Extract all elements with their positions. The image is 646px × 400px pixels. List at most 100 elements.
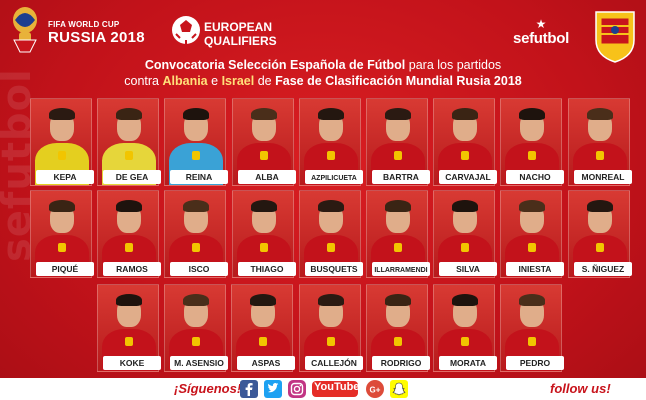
- jersey-crest-icon: [394, 151, 402, 160]
- player-name: NACHO: [519, 172, 551, 182]
- jersey-crest-icon: [327, 151, 335, 160]
- player-hair: [587, 200, 613, 212]
- jersey-crest-icon: [596, 243, 604, 252]
- qualifiers-line1: EUROPEAN: [204, 20, 273, 34]
- youtube-label: YouTube: [314, 381, 360, 393]
- player-hair: [385, 108, 411, 120]
- jersey-crest-icon: [125, 243, 133, 252]
- player-name: S. ÑIGUEZ: [581, 264, 625, 274]
- player-hair: [385, 294, 411, 306]
- instagram-icon[interactable]: [288, 380, 306, 398]
- player-name: BUSQUETS: [310, 264, 358, 274]
- rfef-crest-icon: [595, 11, 635, 63]
- title-for-matches: para los partidos: [408, 58, 502, 72]
- player-hair: [183, 200, 209, 212]
- player-photo: [500, 98, 562, 186]
- jersey-crest-icon: [394, 243, 402, 252]
- jersey-crest-icon: [461, 151, 469, 160]
- jersey-crest-icon: [461, 243, 469, 252]
- player-name: SILVA: [456, 264, 480, 274]
- player-name: ISCO: [188, 264, 210, 274]
- player-hair: [251, 108, 277, 120]
- player-name-label: ALBA: [238, 170, 296, 184]
- player-hair: [116, 294, 142, 306]
- player-name: PIQUÉ: [51, 264, 79, 274]
- jersey-crest-icon: [58, 243, 66, 252]
- world-cup-emblem-icon: [13, 7, 37, 53]
- star-icon: ★: [535, 17, 547, 31]
- player-name-label: CALLEJÓN: [305, 356, 363, 370]
- player-hair: [519, 294, 545, 306]
- snapchat-icon[interactable]: [390, 380, 408, 398]
- player-name: INIESTA: [518, 264, 552, 274]
- player-hair: [452, 108, 478, 120]
- player-name: CARVAJAL: [445, 172, 491, 182]
- player-hair: [251, 200, 277, 212]
- facebook-icon[interactable]: [240, 380, 258, 398]
- player-name-label: ISCO: [170, 262, 228, 276]
- world-cup-logo: FIFA WORLD CUP RUSSIA 2018: [8, 4, 168, 54]
- player-hair: [318, 200, 344, 212]
- jersey-crest-icon: [327, 337, 335, 346]
- player-hair: [452, 200, 478, 212]
- follow-us-english: follow us!: [550, 381, 611, 396]
- player-hair: [116, 108, 142, 120]
- player-name-label: KEPA: [36, 170, 94, 184]
- jersey-crest-icon: [125, 151, 133, 160]
- player-name-label: THIAGO: [238, 262, 296, 276]
- title-and: e: [211, 74, 219, 88]
- player-hair: [49, 108, 75, 120]
- player-name: CALLEJÓN: [311, 358, 357, 368]
- player-name: AZPILICUETA: [311, 175, 357, 182]
- player-hair: [183, 294, 209, 306]
- jersey-crest-icon: [528, 151, 536, 160]
- sefutbol-brand: sefutbol: [513, 30, 569, 47]
- title-of: de: [257, 74, 272, 88]
- jersey-crest-icon: [259, 337, 267, 346]
- jersey-crest-icon: [327, 243, 335, 252]
- player-name-label: REINA: [170, 170, 228, 184]
- player-name-label: BARTRA: [372, 170, 430, 184]
- title-call-up: Convocatoria Selección Española de Fútbo…: [144, 58, 406, 72]
- jersey-crest-icon: [58, 151, 66, 160]
- player-name-label: ASPAS: [237, 356, 295, 370]
- svg-text:G+: G+: [370, 386, 381, 395]
- player-name-label: KOKE: [103, 356, 161, 370]
- player-photo: [366, 190, 428, 278]
- player-name-label: DE GEA: [103, 170, 161, 184]
- player-name-label: NACHO: [506, 170, 564, 184]
- jersey-crest-icon: [394, 337, 402, 346]
- player-name-label: CARVAJAL: [439, 170, 497, 184]
- player-name-label: S. ÑIGUEZ: [574, 262, 632, 276]
- player-name: MONREAL: [581, 172, 625, 182]
- player-hair: [519, 200, 545, 212]
- player-name-label: INIESTA: [506, 262, 564, 276]
- player-hair: [49, 200, 75, 212]
- google-plus-icon[interactable]: G+: [366, 380, 384, 398]
- social-footer: ¡Síguenos! YouTube G+ follow us!: [0, 378, 646, 400]
- world-cup-line1: FIFA WORLD CUP: [48, 20, 120, 29]
- qualifiers-line2: QUALIFIERS: [204, 34, 277, 48]
- player-hair: [318, 294, 344, 306]
- player-hair: [183, 108, 209, 120]
- player-hair: [452, 294, 478, 306]
- jersey-crest-icon: [260, 151, 268, 160]
- sefutbol-logo: ★ sefutbol: [506, 18, 576, 48]
- player-hair: [385, 200, 411, 212]
- twitter-icon[interactable]: [264, 380, 282, 398]
- player-name-label: AZPILICUETA: [305, 170, 363, 184]
- youtube-icon[interactable]: [312, 380, 358, 398]
- player-name: ILLARRAMENDI: [374, 267, 428, 274]
- jersey-crest-icon: [528, 243, 536, 252]
- player-name-label: MONREAL: [574, 170, 632, 184]
- jersey-crest-icon: [192, 243, 200, 252]
- title-albania: Albania: [162, 74, 208, 88]
- jersey-crest-icon: [528, 337, 536, 346]
- player-name-label: MORATA: [439, 356, 497, 370]
- player-hair: [519, 108, 545, 120]
- player-name-label: ILLARRAMENDI: [372, 262, 430, 276]
- player-name: MORATA: [449, 358, 487, 368]
- jersey-crest-icon: [192, 337, 200, 346]
- follow-us-spanish: ¡Síguenos!: [174, 381, 242, 396]
